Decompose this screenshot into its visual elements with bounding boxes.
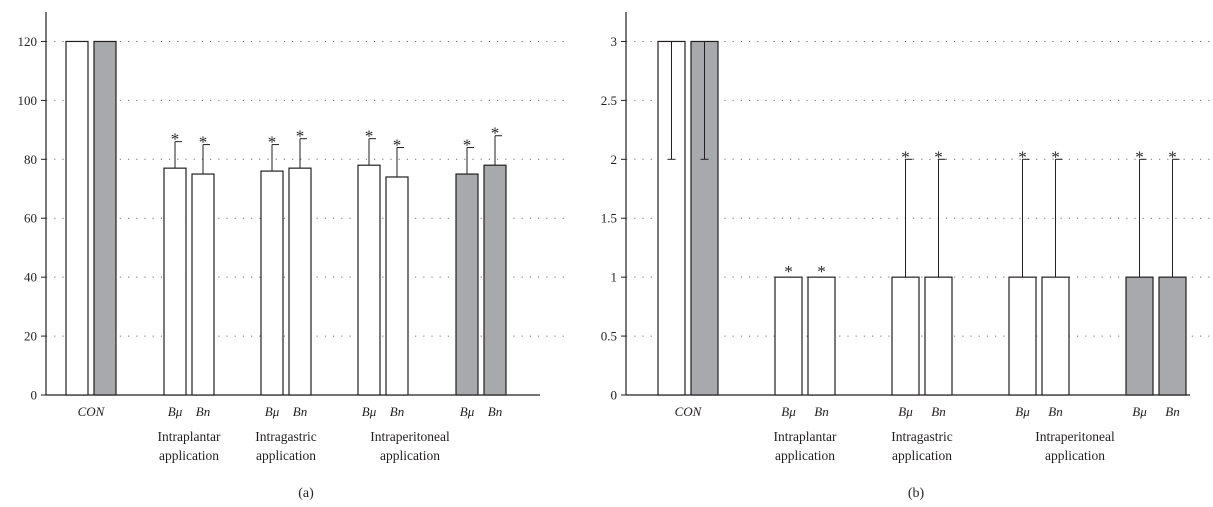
panel-b-group-label: Intraplantar (774, 429, 837, 444)
panel-a-group-label: Intraplantar (158, 429, 221, 444)
panel-b-significance-star: * (934, 147, 943, 166)
panel-b-group-label: application (775, 448, 835, 463)
panel-a-significance-star: * (268, 133, 277, 152)
panel-b-bar (1125, 276, 1154, 396)
panel-a-bar (163, 167, 187, 396)
panel-b-significance-star: * (1051, 147, 1060, 166)
panel-b-y-tick-label: 3 (611, 34, 618, 49)
panel-a-y-tick-label: 100 (18, 93, 38, 108)
panel-a-group-label: Intragastric (255, 429, 316, 444)
panel-a-group-label-intraperitoneal: application (380, 448, 440, 463)
panel-a-category-label: Bn (196, 404, 210, 419)
panel-b-bar (924, 276, 953, 396)
panel-b-category-label: Bn (931, 404, 945, 419)
panel-b-group-label: Intragastric (891, 429, 952, 444)
panel-a-bar (483, 164, 507, 396)
panel-a-significance-star: * (199, 133, 208, 152)
panel-a-category-label: Bμ (168, 404, 183, 419)
panel-b-significance-star: * (901, 147, 910, 166)
panel-a-bar (357, 164, 381, 396)
panel-a-bar (385, 176, 409, 396)
panel-a-y-tick-label: 0 (31, 388, 38, 403)
panel-b-group-label: application (892, 448, 952, 463)
panel-b-category-label: Bμ (1132, 404, 1147, 419)
panel-b-significance-star: * (784, 262, 793, 281)
panel-b-category-label: Bn (814, 404, 828, 419)
panel-a-y-tick-label: 20 (24, 329, 37, 344)
panel-b-bar (1041, 276, 1070, 396)
panel-a-group-label: application (159, 448, 219, 463)
panel-a-y-tick-label: 120 (18, 34, 38, 49)
panel-b-group-label-intraperitoneal: Intraperitoneal (1035, 429, 1115, 444)
panel-a-significance-star: * (491, 124, 500, 143)
panel-b-y-tick-label: 2 (611, 152, 618, 167)
panel-a-significance-star: * (393, 136, 402, 155)
panel-a-category-label: Bn (293, 404, 307, 419)
panel-a-bar (288, 167, 312, 396)
panel-b-bar (690, 40, 719, 396)
panel-a-group-label-intraperitoneal: Intraperitoneal (370, 429, 450, 444)
panel-a-bar (260, 170, 284, 396)
panel-a-bar (93, 40, 117, 396)
panel-a-y-tick-label: 80 (24, 152, 37, 167)
panel-b-y-tick-label: 1.5 (601, 211, 617, 226)
panel-a-category-label: Bn (488, 404, 502, 419)
panel-a-category-label: Bμ (362, 404, 377, 419)
panel-b-bar (774, 276, 803, 396)
panel-a-label: (a) (298, 486, 314, 501)
panel-b-y-tick-label: 0.5 (601, 329, 617, 344)
panel-a-bar (455, 173, 479, 396)
panel-b-significance-star: * (1168, 147, 1177, 166)
panel-a-significance-star: * (463, 136, 472, 155)
panel-a-group-label: application (256, 448, 316, 463)
panel-b-category-label: Bμ (781, 404, 796, 419)
panel-a-significance-star: * (365, 127, 374, 146)
panel-b-group-label-con: CON (675, 404, 703, 419)
panel-a-significance-star: * (171, 130, 180, 149)
panel-a-y-tick-label: 40 (24, 270, 37, 285)
panel-b-significance-star: * (1135, 147, 1144, 166)
panel-b-category-label: Bμ (898, 404, 913, 419)
panel-b-significance-star: * (1018, 147, 1027, 166)
panel-b-category-label: Bμ (1015, 404, 1030, 419)
panel-b-label: (b) (908, 486, 925, 501)
panel-b-y-tick-label: 2.5 (601, 93, 617, 108)
panel-a-group-label-con: CON (78, 404, 106, 419)
panel-a-category-label: Bn (390, 404, 404, 419)
panel-b-category-label: Bn (1165, 404, 1179, 419)
panel-b-y-tick-label: 0 (611, 388, 618, 403)
panel-a-category-label: Bμ (265, 404, 280, 419)
panel-b-group-label-intraperitoneal: application (1045, 448, 1105, 463)
panel-a-y-tick-label: 60 (24, 211, 37, 226)
panel-a-category-label: Bμ (460, 404, 475, 419)
panel-b-bar (1008, 276, 1037, 396)
panel-a-significance-star: * (296, 127, 305, 146)
panel-b-bar (1158, 276, 1187, 396)
panel-b-bar (891, 276, 920, 396)
panel-b-significance-star: * (817, 262, 826, 281)
panel-b-category-label: Bn (1048, 404, 1062, 419)
panel-b-bar (807, 276, 836, 396)
panel-a-bar (65, 40, 89, 396)
panel-a-bar (191, 173, 215, 396)
panel-b-y-tick-label: 1 (611, 270, 618, 285)
